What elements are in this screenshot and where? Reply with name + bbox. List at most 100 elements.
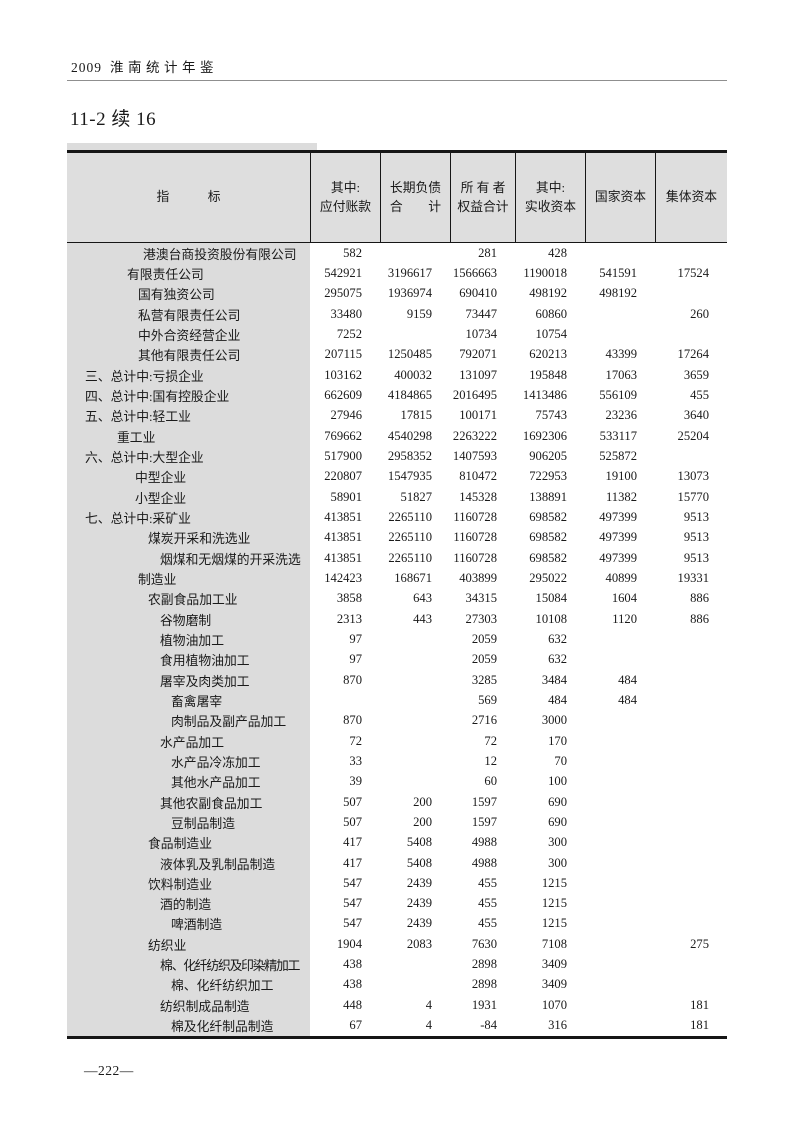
value-cell: 39 bbox=[349, 774, 362, 789]
column-header-line1: 其中: bbox=[330, 180, 361, 195]
value-cell bbox=[585, 243, 655, 263]
value-cell: 142423 bbox=[324, 570, 362, 585]
table-row: 烟煤和无烟煤的开采洗选 413851 2265110 1160728 698582 497… bbox=[67, 547, 727, 569]
value-cell: 70 bbox=[554, 753, 567, 768]
value-cell: 1215 bbox=[541, 896, 567, 911]
value-cell bbox=[655, 792, 727, 812]
value-cell bbox=[585, 731, 655, 751]
value-cell: 455 bbox=[478, 896, 497, 911]
value-cell bbox=[380, 751, 450, 771]
indicator-label: 六、总计中:大型企业 bbox=[67, 446, 310, 467]
value-cell: 3196617 bbox=[387, 265, 432, 280]
value-cell bbox=[585, 751, 655, 771]
value-cell: 295022 bbox=[529, 570, 567, 585]
value-cell bbox=[585, 894, 655, 914]
table-row: 港澳台商投资股份有限公司 582 281 428 bbox=[67, 243, 727, 264]
value-cell bbox=[585, 792, 655, 812]
value-cell: 886 bbox=[690, 611, 709, 626]
value-cell bbox=[380, 629, 450, 649]
value-cell: 497399 bbox=[599, 509, 637, 524]
value-cell: 4988 bbox=[471, 835, 497, 850]
value-cell bbox=[655, 670, 727, 690]
value-cell: 547 bbox=[343, 875, 362, 890]
page-number: —222— bbox=[84, 1063, 134, 1078]
value-cell bbox=[655, 731, 727, 751]
value-cell: 1407593 bbox=[452, 448, 497, 463]
value-cell: 498192 bbox=[599, 286, 637, 301]
value-cell: 33480 bbox=[330, 306, 362, 321]
value-cell bbox=[585, 324, 655, 344]
value-cell bbox=[655, 446, 727, 466]
value-cell bbox=[585, 304, 655, 324]
value-cell: 72 bbox=[349, 733, 362, 748]
value-cell: 497399 bbox=[599, 530, 637, 545]
value-cell: 547 bbox=[343, 916, 362, 931]
table-row: 谷物磨制 2313 443 27303 10108 1120 886 bbox=[67, 608, 727, 630]
value-cell: 1904 bbox=[336, 936, 362, 951]
value-cell bbox=[585, 1015, 655, 1035]
table-row: 肉制品及副产品加工 870 2716 3000 bbox=[67, 710, 727, 731]
value-cell bbox=[585, 914, 655, 934]
table-row: 国有独资公司 295075 1936974 690410 498192 498192 bbox=[67, 283, 727, 304]
value-cell: 1160728 bbox=[453, 509, 497, 524]
value-cell bbox=[585, 812, 655, 832]
value-cell: 4184865 bbox=[387, 387, 432, 402]
value-cell: 181 bbox=[690, 1018, 709, 1033]
value-cell: 547 bbox=[343, 896, 362, 911]
value-cell: 582 bbox=[343, 245, 362, 260]
indicator-label: 肉制品及副产品加工 bbox=[67, 710, 310, 731]
value-cell: 484 bbox=[548, 692, 567, 707]
running-header-title: 淮南统计年鉴 bbox=[110, 60, 218, 75]
indicator-label: 其他农副食品加工 bbox=[67, 791, 310, 813]
value-cell: 75743 bbox=[535, 408, 567, 423]
indicator-label: 制造业 bbox=[67, 568, 310, 589]
value-cell bbox=[655, 284, 727, 304]
value-cell: 9513 bbox=[683, 509, 709, 524]
value-cell: 2898 bbox=[471, 957, 497, 972]
value-cell bbox=[655, 751, 727, 771]
indicator-label: 煤炭开采和洗选业 bbox=[67, 527, 310, 548]
value-cell: 1597 bbox=[471, 794, 497, 809]
value-cell: 1215 bbox=[541, 916, 567, 931]
value-cell: 4540298 bbox=[387, 428, 432, 443]
value-cell: 906205 bbox=[529, 448, 567, 463]
table-row: 纺织制成品制造 448 4 1931 1070 181 bbox=[67, 995, 727, 1016]
column-header-line1: 国家资本 bbox=[594, 190, 647, 204]
value-cell bbox=[585, 995, 655, 1015]
value-cell: 448 bbox=[343, 997, 362, 1012]
value-cell: 281 bbox=[478, 245, 497, 260]
value-cell: 3409 bbox=[541, 957, 567, 972]
value-cell: 15770 bbox=[677, 489, 709, 504]
value-cell: 400032 bbox=[394, 367, 432, 382]
table-row: 重工业 769662 4540298 2263222 1692306 533117 2520… bbox=[67, 425, 727, 447]
value-cell: 620213 bbox=[529, 347, 567, 362]
value-cell: 1604 bbox=[611, 591, 637, 606]
value-cell: 569 bbox=[478, 692, 497, 707]
indicator-label: 豆制品制造 bbox=[67, 812, 310, 833]
value-cell: 5408 bbox=[406, 855, 432, 870]
value-cell bbox=[655, 324, 727, 344]
value-cell: 17815 bbox=[400, 408, 432, 423]
table-row: 其他水产品加工 39 60 100 bbox=[67, 771, 727, 792]
column-header-line1: 所 有 者 bbox=[460, 180, 506, 195]
value-cell: 17063 bbox=[605, 367, 637, 382]
column-header-line1: 其中: bbox=[535, 180, 566, 195]
value-cell: 275 bbox=[690, 936, 709, 951]
value-cell: 455 bbox=[478, 916, 497, 931]
value-cell bbox=[655, 690, 727, 710]
column-header-line2: 权益合计 bbox=[457, 199, 509, 214]
value-cell: 4 bbox=[425, 997, 432, 1012]
indicator-label: 三、总计中:亏损企业 bbox=[67, 364, 310, 386]
table-body: 港澳台商投资股份有限公司 582 281 428 有限责任公司 542921 3196617… bbox=[67, 243, 727, 1036]
indicator-label: 烟煤和无烟煤的开采洗选 bbox=[67, 547, 310, 569]
value-cell bbox=[655, 914, 727, 934]
value-cell bbox=[585, 954, 655, 974]
value-cell: 51827 bbox=[400, 489, 432, 504]
value-cell bbox=[380, 243, 450, 263]
value-cell bbox=[585, 629, 655, 649]
indicator-label: 纺织制成品制造 bbox=[67, 995, 310, 1016]
value-cell: 13073 bbox=[677, 469, 709, 484]
value-cell bbox=[380, 954, 450, 974]
value-cell: 58901 bbox=[330, 489, 362, 504]
table-row: 有限责任公司 542921 3196617 1566663 1190018 541591 1… bbox=[67, 263, 727, 284]
